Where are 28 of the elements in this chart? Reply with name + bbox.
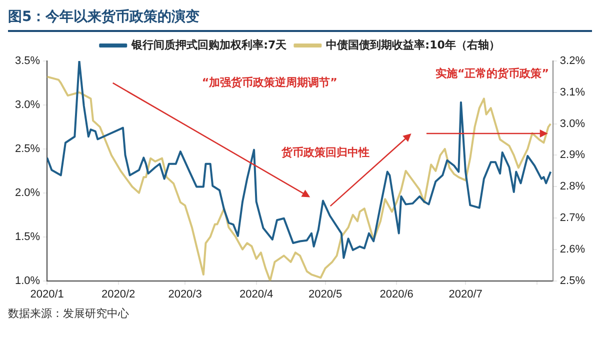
legend-label: 中债国债到期收益率:10年（右轴） [326,38,500,52]
y2-tick-label: 3.1% [560,86,586,98]
y-tick-label: 3.5% [14,55,40,68]
y2-tick-label: 3.0% [560,118,586,130]
x-tick-label: 2020/5 [308,288,342,300]
y2-tick-label: 2.9% [560,149,586,162]
x-tick-label: 2020/6 [380,288,414,300]
chart-title: 图5：今年以来货币政策的演变 [8,8,592,32]
annotation: 货币政策回归中性 [280,146,370,160]
y2-tick-label: 2.5% [560,274,586,287]
y2-tick-label: 3.2% [560,55,586,68]
x-tick-label: 2020/1 [30,288,64,300]
y-tick-label: 2.5% [14,142,40,155]
y-tick-label: 1.0% [14,274,40,287]
annotation: 实施“正常的货币政策” [435,67,549,80]
y2-tick-label: 2.7% [560,212,586,224]
y-tick-label: 3.0% [14,98,40,111]
x-tick-label: 2020/2 [102,288,136,300]
x-tick-label: 2020/7 [448,288,482,300]
annotation: “加强货币政策逆周期调节” [202,76,338,89]
x-tick-label: 2020/3 [168,288,202,300]
y-tick-label: 1.5% [14,230,40,243]
x-tick-label: 2020/4 [239,288,274,300]
source-note: 数据来源：发展研究中心 [8,306,130,321]
y2-tick-label: 2.8% [560,180,586,193]
y-tick-label: 2.0% [14,186,40,199]
legend-label: 银行间质押式回购加权利率:7天 [130,38,288,52]
y2-tick-label: 2.6% [560,243,586,256]
